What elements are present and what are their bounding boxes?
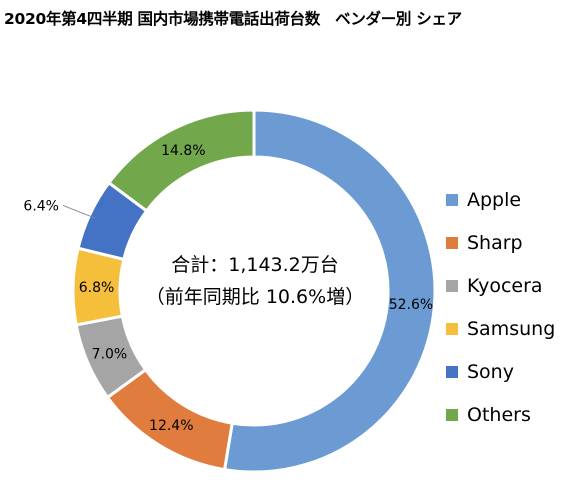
legend-swatch-kyocera (446, 279, 458, 292)
slice-others (106, 108, 256, 213)
legend: Apple Sharp Kyocera Samsung Sony Others (446, 178, 586, 436)
center-growth-label: （前年同期比 10.6%増） (145, 286, 365, 308)
leader-line-sony (62, 204, 96, 219)
data-label-kyocera: 7.0% (92, 347, 128, 363)
legend-label-kyocera: Kyocera (467, 274, 543, 297)
center-total-label: 合計：1,143.2万台 (171, 254, 339, 276)
legend-label-others: Others (467, 403, 531, 426)
legend-label-sharp: Sharp (467, 231, 523, 254)
legend-item-kyocera: Kyocera (446, 264, 586, 307)
data-label-apple: 52.6% (389, 297, 433, 313)
legend-item-others: Others (446, 393, 586, 436)
legend-swatch-sharp (446, 236, 458, 249)
legend-item-sharp: Sharp (446, 221, 586, 264)
legend-label-sony: Sony (467, 360, 514, 383)
chart-title: 2020年第4四半期 国内市場携帯電話出荷台数 ベンダー別 シェア (4, 10, 462, 28)
legend-swatch-apple (446, 193, 458, 206)
data-label-samsung: 6.8% (79, 280, 115, 296)
slice-apple (222, 108, 437, 474)
legend-label-samsung: Samsung (467, 317, 556, 340)
legend-item-apple: Apple (446, 178, 586, 221)
legend-swatch-others (446, 408, 458, 421)
legend-swatch-samsung (446, 322, 458, 335)
data-label-sony: 6.4% (23, 198, 59, 214)
data-label-sharp: 12.4% (149, 418, 193, 434)
legend-item-sony: Sony (446, 350, 586, 393)
legend-swatch-sony (446, 365, 458, 378)
data-label-others: 14.8% (161, 143, 205, 159)
legend-item-samsung: Samsung (446, 307, 586, 350)
legend-label-apple: Apple (467, 188, 522, 211)
